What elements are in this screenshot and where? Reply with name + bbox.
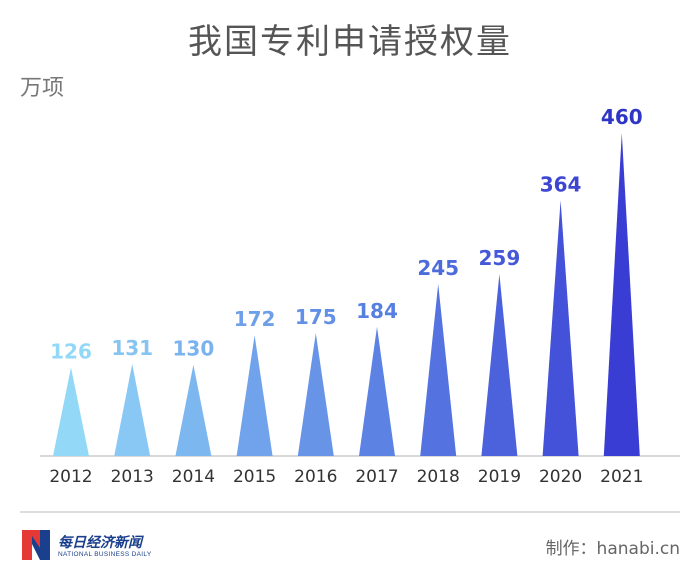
- x-tick-label-2019: 2019: [478, 467, 521, 487]
- y-axis-unit-label: 万项: [20, 76, 65, 101]
- bar-2013: [114, 364, 151, 456]
- x-tick-label-2021: 2021: [600, 467, 643, 487]
- data-label-2015: 172: [234, 307, 276, 331]
- logo-chinese-name: 每日经济新闻: [58, 535, 142, 551]
- data-label-2019: 259: [479, 246, 521, 270]
- bar-chart: 126 2012 131 2013 130 2014 172 2015 175 2016 184 20…: [40, 105, 680, 487]
- bar-2015: [236, 335, 273, 456]
- bar-2020: [542, 200, 579, 456]
- bar-2021: [603, 133, 640, 456]
- credit-text: 制作：hanabi.cn: [545, 539, 680, 559]
- publisher-logo: 每日经济新闻 NATIONAL BUSINESS DAILY: [20, 524, 170, 566]
- x-tick-label-2015: 2015: [233, 467, 276, 487]
- x-tick-label-2017: 2017: [355, 467, 398, 487]
- chart-title: 我国专利申请授权量: [188, 22, 512, 62]
- bar-2014: [175, 364, 212, 456]
- x-tick-label-2013: 2013: [111, 467, 154, 487]
- bar-2017: [359, 326, 395, 456]
- bar-2012: [53, 367, 89, 456]
- data-label-2020: 364: [540, 172, 582, 196]
- data-label-2017: 184: [356, 299, 398, 323]
- data-label-2018: 245: [417, 256, 459, 280]
- data-label-2012: 126: [50, 340, 92, 364]
- x-tick-label-2012: 2012: [49, 467, 92, 487]
- data-label-2016: 175: [295, 305, 337, 329]
- bar-2019: [481, 274, 518, 456]
- data-label-2014: 130: [173, 337, 215, 361]
- x-tick-label-2018: 2018: [417, 467, 460, 487]
- bar-2016: [297, 333, 334, 456]
- bar-2018: [420, 283, 457, 456]
- logo-english-name: NATIONAL BUSINESS DAILY: [58, 551, 152, 558]
- data-label-2021: 460: [601, 105, 643, 129]
- footer-divider: [20, 511, 680, 513]
- logo-mark-icon: [22, 530, 50, 560]
- x-tick-label-2016: 2016: [294, 467, 337, 487]
- data-label-2013: 131: [111, 336, 153, 360]
- x-tick-label-2020: 2020: [539, 467, 582, 487]
- x-tick-label-2014: 2014: [172, 467, 215, 487]
